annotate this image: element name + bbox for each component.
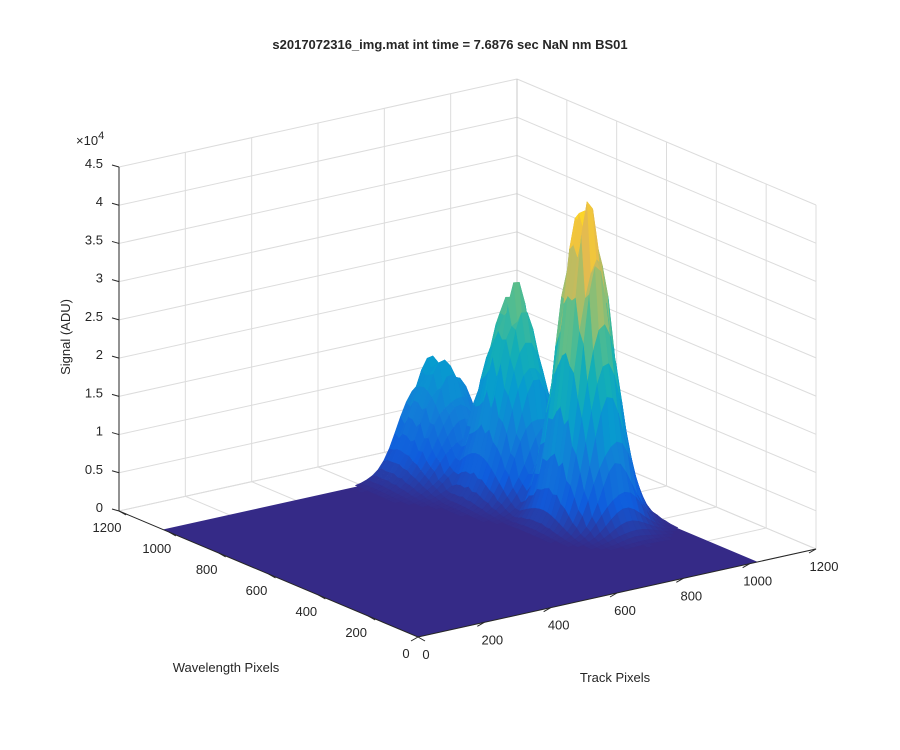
y-tick-mark: [417, 636, 426, 642]
z-tick-mark: [111, 355, 120, 359]
back-wall-grid-z: [118, 193, 518, 283]
z-tick-mark: [111, 393, 120, 397]
side-wall-grid-z: [516, 231, 817, 359]
surface-patch: [642, 543, 654, 548]
z-tick-label: 1: [96, 424, 103, 439]
y-tick-label: 200: [345, 625, 367, 640]
tick-labels: 0200400600800100012000200400600800100012…: [85, 156, 839, 662]
z-tick-label: 3: [96, 271, 103, 286]
z-exponent-power: 4: [98, 130, 104, 142]
side-wall-grid-z: [516, 154, 817, 282]
side-wall-grid-z: [516, 78, 817, 206]
z-axis-label: Signal (ADU): [58, 299, 73, 375]
surface-patch: [662, 533, 674, 538]
z-tick-label: 0.5: [85, 462, 103, 477]
z-tick-mark: [111, 432, 120, 436]
x-tick-mark: [543, 607, 551, 613]
z-tick-mark: [111, 508, 120, 512]
z-tick-label: 0: [96, 500, 103, 515]
z-tick-mark: [111, 279, 120, 283]
z-tick-label: 2.5: [85, 309, 103, 324]
x-tick-label: 400: [548, 618, 570, 633]
surface-patch: [665, 528, 678, 532]
chart-title: s2017072316_img.mat int time = 7.6876 se…: [272, 37, 627, 52]
y-tick-label: 600: [246, 583, 268, 598]
back-wall-grid-z: [118, 231, 518, 321]
z-tick-label: 1.5: [85, 385, 103, 400]
z-tick-mark: [111, 317, 120, 321]
back-wall-grid-z: [118, 116, 518, 206]
x-tick-label: 0: [422, 647, 429, 662]
surface-patch: [660, 536, 672, 541]
y-tick-label: 0: [402, 646, 409, 661]
z-tick-label: 4.5: [85, 156, 103, 171]
x-tick-label: 600: [614, 603, 636, 618]
z-exponent-base: ×10: [76, 133, 98, 148]
x-tick-mark: [609, 592, 618, 598]
x-tick-label: 200: [481, 632, 503, 647]
surface-patch: [664, 530, 676, 535]
y-tick-mark: [367, 615, 376, 621]
y-tick-mark: [168, 531, 177, 537]
z-tick-mark: [111, 470, 120, 474]
x-tick-mark: [477, 621, 485, 627]
side-wall-grid-z: [516, 193, 817, 321]
x-tick-label: 1200: [810, 559, 839, 574]
y-tick-label: 1200: [93, 520, 122, 535]
y-tick-mark: [318, 594, 326, 600]
axes: [111, 164, 817, 642]
x-tick-label: 1000: [743, 574, 772, 589]
y-axis-label: Wavelength Pixels: [173, 660, 280, 675]
y-tick-label: 800: [196, 562, 218, 577]
side-wall-grid-z: [516, 116, 817, 244]
x-tick-label: 800: [680, 588, 702, 603]
x-tick-mark: [410, 636, 419, 642]
y-tick-mark: [218, 552, 226, 558]
z-tick-label: 2: [96, 347, 103, 362]
back-wall-grid-z: [118, 269, 518, 359]
y-tick-mark: [118, 510, 127, 516]
z-exponent: ×104: [76, 130, 104, 148]
y-tick-label: 1000: [142, 541, 171, 556]
x-tick-mark: [742, 563, 750, 569]
back-wall-grid-z: [118, 154, 518, 244]
back-wall-grid-z: [118, 346, 518, 436]
x-axis-label: Track Pixels: [580, 670, 651, 685]
surface-patch: [667, 525, 679, 529]
z-tick-mark: [111, 164, 120, 168]
x-tick-mark: [808, 548, 817, 554]
back-wall-grid-z: [118, 78, 518, 168]
x-tick-mark: [676, 577, 684, 583]
surface-mesh: [162, 200, 758, 637]
z-tick-mark: [111, 240, 120, 244]
y-tick-mark: [268, 573, 276, 579]
y-tick-label: 400: [295, 604, 317, 619]
z-tick-label: 4: [96, 194, 103, 209]
z-tick-label: 3.5: [85, 232, 103, 247]
z-tick-mark: [111, 202, 120, 206]
back-wall-grid-z: [118, 307, 518, 397]
